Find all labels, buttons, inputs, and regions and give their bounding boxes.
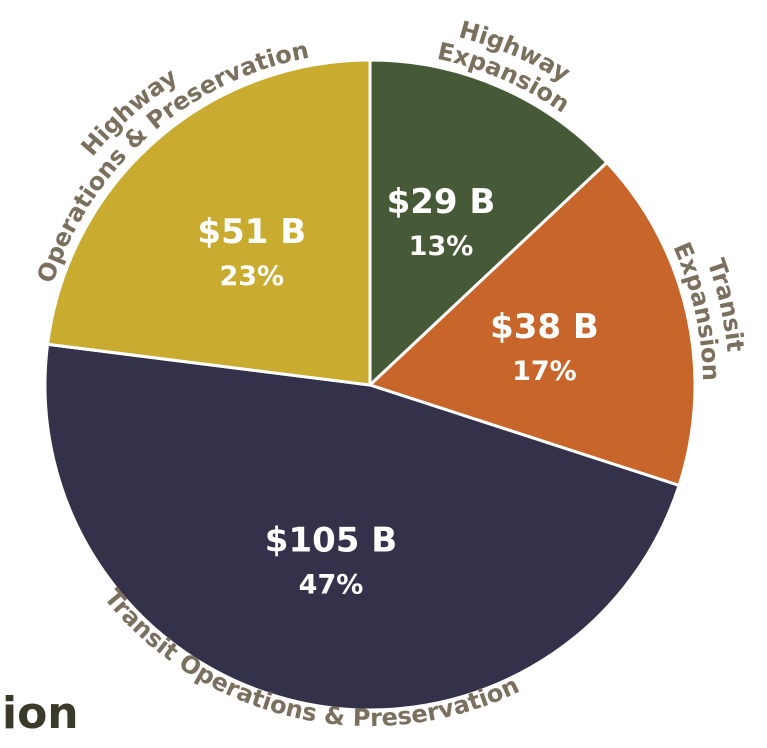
pie-slice	[43, 342, 681, 712]
slice-percent: 13%	[409, 231, 474, 262]
slice-amount: $38 B	[490, 307, 599, 347]
slice-percent: 23%	[219, 261, 284, 292]
slice-amount: $105 B	[265, 520, 397, 560]
footer-text: ion	[2, 688, 79, 739]
pie-slice	[367, 160, 697, 488]
pie-slice	[45, 58, 372, 387]
pie-slice	[368, 58, 610, 389]
slice-percent: 17%	[512, 356, 577, 387]
slice-amount: $51 B	[197, 212, 306, 252]
slice-amount: $29 B	[387, 182, 496, 222]
slice-percent: 47%	[299, 569, 364, 600]
